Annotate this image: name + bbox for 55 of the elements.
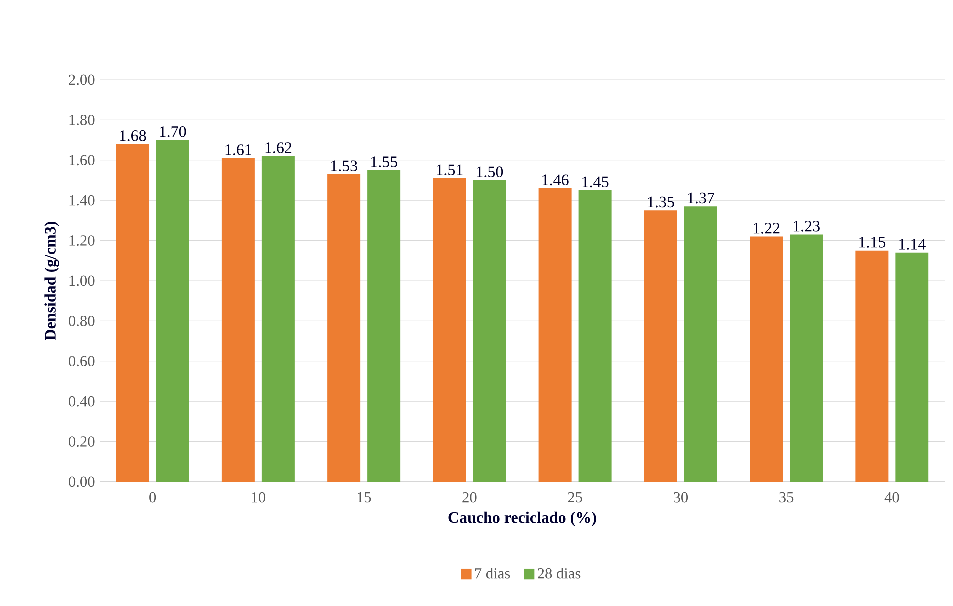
y-tick-label: 1.60 (70, 155, 95, 166)
data-label: 1.35 (648, 196, 674, 208)
x-tick-label: 15 (358, 492, 372, 503)
data-label: 1.61 (226, 144, 252, 156)
data-label: 1.68 (120, 130, 146, 142)
bar (896, 252, 929, 482)
x-tick-label: 20 (462, 492, 477, 503)
data-label: 1.14 (900, 239, 926, 250)
y-tick-label: 0.60 (69, 356, 95, 367)
bar (433, 178, 466, 482)
data-label: 1.55 (371, 156, 398, 168)
y-tick-label: 1.40 (70, 195, 95, 206)
x-tick-label: 0 (150, 492, 156, 503)
y-tick-label: 2.00 (69, 74, 95, 86)
data-label: 1.22 (754, 223, 780, 234)
bar (222, 158, 255, 482)
bar (538, 188, 572, 482)
data-label: 1.37 (688, 192, 714, 204)
x-axis-title: Caucho reciclado (%) (448, 512, 596, 526)
bar (790, 234, 824, 482)
legend-label: 28 dias (538, 568, 581, 579)
data-label: 1.53 (331, 160, 358, 172)
data-label: 1.23 (794, 221, 820, 232)
bar (156, 140, 190, 482)
x-tick-label: 30 (674, 492, 688, 503)
bar (684, 206, 718, 482)
data-label: 1.70 (160, 126, 186, 138)
bar (473, 180, 506, 482)
y-tick-label: 1.00 (70, 276, 95, 286)
y-tick-label: 0.00 (69, 476, 95, 488)
x-tick-label: 25 (568, 492, 582, 503)
bar (368, 170, 401, 482)
data-label: 1.50 (477, 166, 504, 178)
bar (262, 156, 295, 482)
data-label: 1.46 (542, 174, 569, 186)
data-label: 1.51 (437, 164, 463, 176)
x-tick-label: 35 (780, 492, 794, 503)
y-axis-title: Densidad (g/cm3) (44, 222, 60, 340)
y-tick-label: 0.20 (69, 436, 95, 447)
bar (116, 144, 150, 482)
x-tick-label: 10 (252, 492, 266, 503)
x-tick-label: 40 (884, 492, 900, 503)
data-label: 1.15 (860, 237, 886, 248)
bar (578, 190, 612, 482)
y-tick-label: 0.80 (69, 316, 95, 326)
data-label: 1.45 (582, 176, 609, 188)
y-tick-label: 1.20 (70, 236, 95, 246)
legend-label: 7 dias (475, 568, 510, 579)
y-tick-label: 0.40 (69, 396, 95, 407)
bar (750, 236, 784, 482)
bar (856, 250, 889, 482)
bar (328, 174, 361, 482)
y-tick-label: 1.80 (70, 114, 95, 126)
data-label: 1.62 (266, 142, 292, 154)
bar (644, 210, 678, 482)
